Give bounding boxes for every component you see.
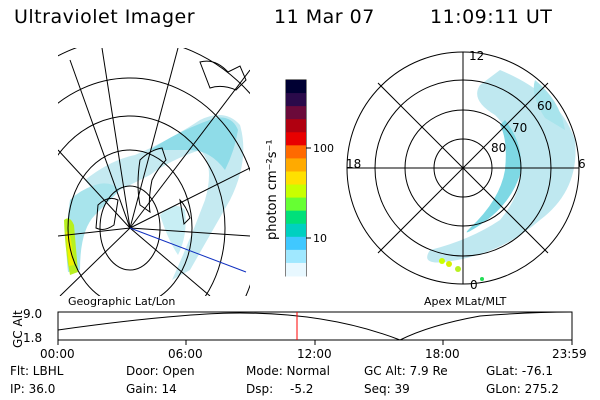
colorbar-cell: [286, 119, 306, 133]
colorbar-tick-100: 100: [313, 142, 334, 155]
timeline-x-tick-0600: 06:00: [168, 347, 203, 361]
colorbar: 100 10 photon cm⁻²s⁻¹: [265, 79, 334, 277]
colorbar-cell: [286, 210, 306, 225]
info-glon: GLon: 275.2: [486, 382, 559, 396]
colorbar-cell: [286, 262, 306, 277]
colorbar-cell: [286, 93, 306, 107]
mlt-label-6: 6: [578, 157, 586, 171]
colorbar-cell: [286, 184, 306, 199]
timeline: GC Alt 9.0 1.8 00:00 06:00 12:00 18:00 2…: [11, 307, 587, 361]
info-gain: Gain: 14: [126, 382, 177, 396]
colorbar-cell: [286, 249, 306, 264]
info-seq: Seq: 39: [364, 382, 410, 396]
info-gc-alt: GC Alt: 7.9 Re: [364, 364, 448, 378]
colorbar-tick-10: 10: [313, 232, 327, 245]
colorbar-cell: [286, 158, 306, 172]
mlt-label-12: 12: [469, 49, 484, 63]
info-door: Door: Open: [126, 364, 195, 378]
info-dsp-label: Dsp:: [246, 382, 274, 396]
colorbar-cell: [286, 171, 306, 186]
colorbar-cell: [286, 223, 306, 238]
geo-grid: [58, 48, 250, 296]
colorbar-cell: [286, 132, 306, 146]
info-dsp-value: -5.2: [290, 382, 314, 396]
date-label: 11 Mar 07: [274, 6, 375, 28]
colorbar-cell: [286, 197, 306, 212]
info-ip: IP: 36.0: [10, 382, 56, 396]
lat-label-80: 80: [491, 141, 506, 155]
info-mode: Mode: Normal: [246, 364, 330, 378]
colorbar-cell: [286, 106, 306, 120]
timeline-y-tick-1-8: 1.8: [23, 331, 42, 345]
lat-label-60: 60: [537, 99, 552, 113]
polar-panel-label: Apex MLat/MLT: [424, 295, 507, 308]
timeline-y-label: GC Alt: [11, 310, 25, 348]
timeline-y-tick-9: 9.0: [23, 307, 42, 321]
mlt-label-0: 0: [470, 278, 478, 292]
colorbar-cell: [286, 145, 306, 159]
colorbar-unit-label: photon cm⁻²s⁻¹: [265, 139, 280, 240]
polar-plot: 12 18 6 0 60 70 80: [346, 49, 586, 292]
timeline-x-tick-1200: 12:00: [297, 347, 332, 361]
timeline-x-tick-0000: 00:00: [40, 347, 75, 361]
colorbar-cell: [286, 80, 306, 94]
lat-label-70: 70: [512, 121, 527, 135]
timeline-x-tick-1800: 18:00: [425, 347, 460, 361]
geo-panel-label: Geographic Lat/Lon: [68, 295, 175, 308]
colorbar-cell: [286, 236, 306, 251]
time-label: 11:09:11 UT: [430, 6, 553, 28]
info-glat: GLat: -76.1: [486, 364, 553, 378]
mlt-label-18: 18: [346, 157, 361, 171]
instrument-title: Ultraviolet Imager: [14, 6, 196, 28]
info-filter: Flt: LBHL: [10, 364, 64, 378]
timeline-x-tick-2359: 23:59: [552, 347, 587, 361]
polar-aurora: [427, 70, 576, 263]
